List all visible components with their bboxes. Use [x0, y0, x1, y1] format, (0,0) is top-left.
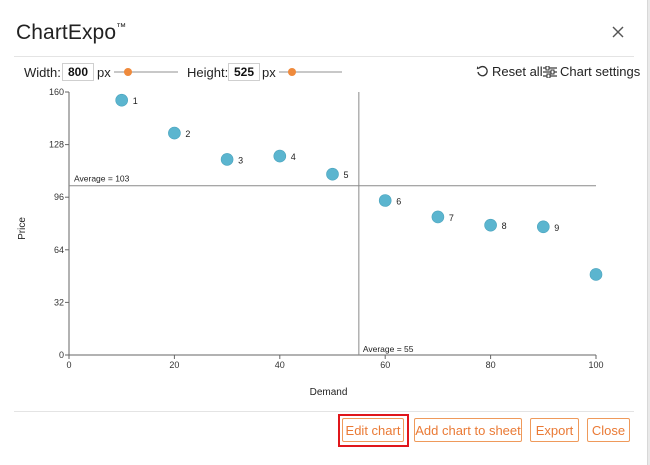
y-tick-label: 96 [54, 192, 64, 202]
height-label: Height: [187, 65, 229, 80]
data-point-label: 2 [185, 129, 190, 139]
data-point[interactable] [326, 167, 339, 181]
y-tick-label: 32 [54, 297, 64, 307]
data-point-label: 1 [133, 96, 138, 106]
data-point[interactable] [220, 153, 234, 166]
width-slider-handle[interactable] [124, 68, 133, 76]
average-lines: Average = 103 Average = 55 [69, 92, 596, 355]
height-slider[interactable] [279, 68, 342, 76]
y-tick-label: 0 [59, 350, 64, 360]
average-price-label: Average = 103 [74, 174, 130, 184]
reset-all-button[interactable]: Reset all [476, 64, 543, 79]
close-x-glyph [612, 26, 624, 38]
chart-settings-label: Chart settings [560, 64, 641, 79]
average-demand-label: Average = 55 [363, 344, 414, 354]
x-tick-label: 100 [588, 360, 603, 370]
data-point-label: 3 [238, 155, 243, 165]
data-point[interactable] [536, 220, 550, 234]
close-icon[interactable] [609, 23, 627, 41]
y-tick-label: 64 [54, 245, 64, 255]
data-point-label: 6 [396, 196, 401, 206]
width-unit: px [97, 65, 111, 80]
y-tick-label: 160 [49, 87, 64, 97]
data-point-label: 5 [344, 170, 349, 180]
data-points: 1 2 3 4 5 6 7 8 9 [115, 93, 603, 281]
y-axis-title: Price [17, 217, 28, 240]
reset-all-label: Reset all [492, 64, 543, 79]
data-point[interactable] [589, 268, 603, 281]
export-button[interactable]: Export [530, 418, 579, 442]
height-unit: px [262, 65, 276, 80]
title-text: ChartExpo [16, 21, 117, 44]
width-slider[interactable] [114, 68, 178, 76]
footer-divider [14, 411, 634, 412]
x-tick-label: 40 [275, 360, 285, 370]
x-tick-label: 20 [169, 360, 179, 370]
data-point[interactable] [378, 194, 392, 207]
x-axis-title: Demand [310, 387, 348, 398]
edit-chart-highlight [338, 414, 409, 447]
data-point-label: 4 [291, 152, 296, 162]
close-button[interactable]: Close [587, 418, 630, 442]
dialog-title: ChartExpo™ [16, 21, 126, 45]
edit-chart-button[interactable]: Edit chart [342, 418, 404, 442]
settings-sliders-icon [543, 65, 557, 78]
width-label: Width: [24, 65, 61, 80]
chart-settings-button[interactable]: Chart settings [543, 64, 640, 79]
data-point[interactable] [484, 218, 497, 232]
x-tick-label: 0 [66, 360, 71, 370]
height-slider-handle[interactable] [287, 68, 296, 76]
x-tick-label: 60 [380, 360, 390, 370]
width-input[interactable]: 800 [62, 63, 94, 81]
height-input[interactable]: 525 [228, 63, 260, 81]
x-tick-label: 80 [486, 360, 496, 370]
add-chart-to-sheet-button[interactable]: Add chart to sheet [414, 418, 522, 442]
data-point[interactable] [431, 210, 445, 224]
data-point-label: 7 [449, 213, 454, 223]
header-divider [14, 56, 634, 57]
data-point[interactable] [115, 93, 128, 107]
trademark-mark: ™ [116, 22, 127, 33]
chart-area: 0 32 64 96 128 160 0 20 40 60 80 100 Demand Price Ave… [0, 82, 647, 402]
reset-icon [476, 65, 488, 77]
data-point[interactable] [273, 149, 287, 163]
data-point-label: 9 [554, 223, 559, 233]
y-tick-label: 128 [49, 140, 64, 150]
data-point-label: 8 [502, 221, 507, 231]
data-point[interactable] [168, 126, 181, 140]
